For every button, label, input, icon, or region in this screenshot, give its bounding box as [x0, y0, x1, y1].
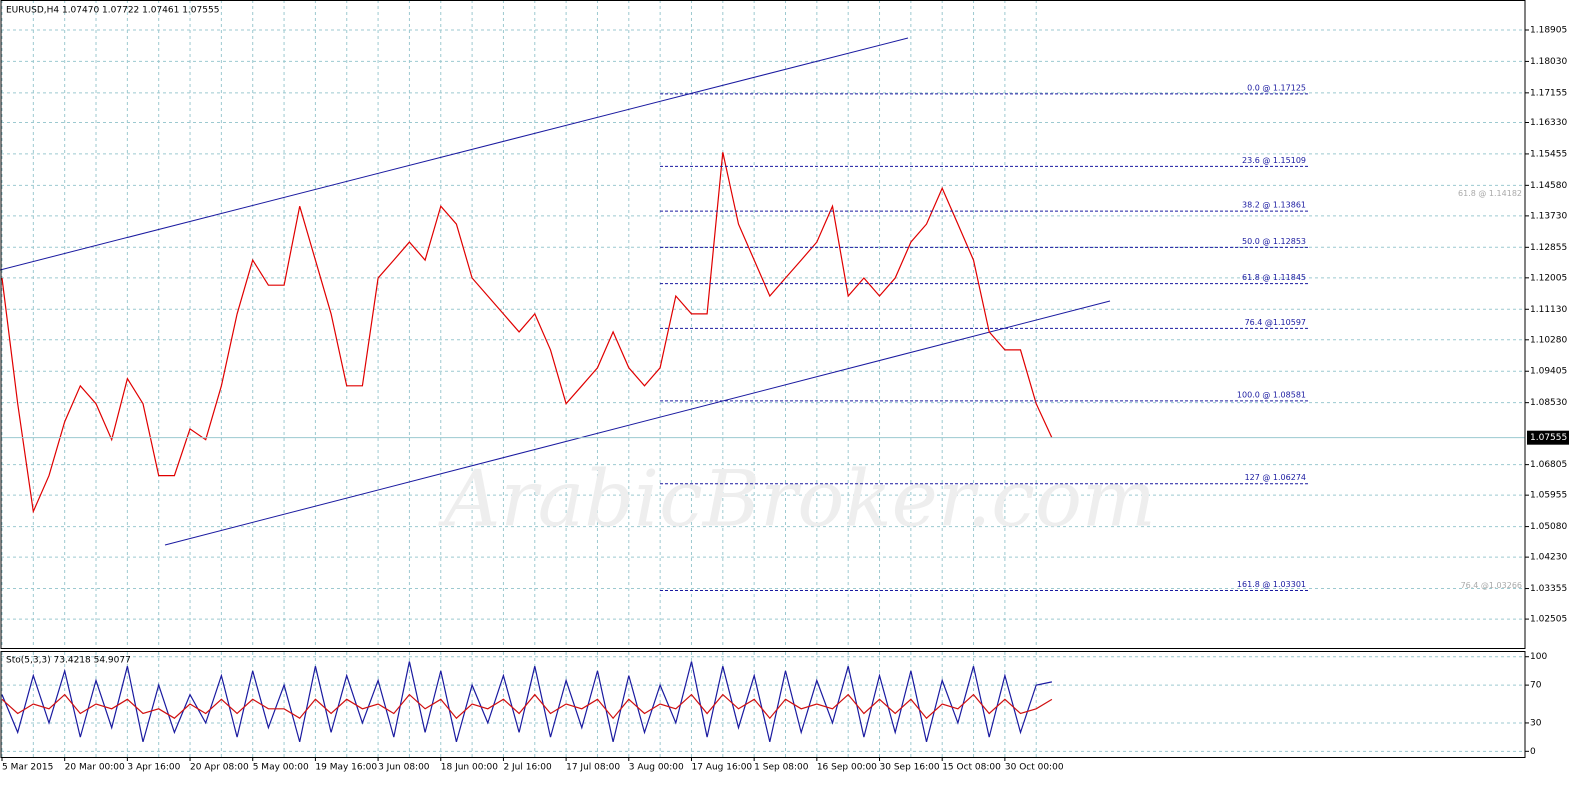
fib-label: 23.6 @ 1.15109 — [1242, 156, 1306, 165]
y-tick-label: 1.05080 — [1530, 522, 1567, 532]
x-tick-label: 3 Apr 16:00 — [127, 763, 180, 773]
y-tick-label: 1.02505 — [1530, 615, 1567, 625]
y-tick-label: 1.18905 — [1530, 25, 1567, 35]
x-tick-label: 3 Jun 08:00 — [378, 763, 430, 773]
series-line — [1, 152, 1053, 514]
x-tick-label: 19 May 16:00 — [315, 763, 377, 773]
x-tick-label: 30 Oct 00:00 — [1005, 763, 1064, 773]
y-tick-label: 100 — [1530, 652, 1547, 662]
y-tick-label: 1.10280 — [1530, 335, 1567, 345]
y-tick-label: 1.03355 — [1530, 584, 1567, 594]
x-tick-label: 18 Jun 00:00 — [441, 763, 498, 773]
y-tick-label: 1.08530 — [1530, 398, 1567, 408]
fib-ghost-label: 61.8 @ 1.14182 — [1458, 189, 1522, 198]
current-price-box — [1527, 430, 1569, 445]
y-tick-label: 1.14580 — [1530, 181, 1567, 191]
y-tick-label: 0 — [1530, 747, 1536, 757]
chart-title: EURUSD,H4 1.07470 1.07722 1.07461 1.0755… — [6, 6, 219, 16]
current-price-label: 1.07555 — [1530, 433, 1567, 443]
fib-label: 0.0 @ 1.17125 — [1247, 83, 1306, 92]
x-tick-label: 15 Oct 08:00 — [942, 763, 1001, 773]
x-tick-label: 30 Sep 16:00 — [880, 763, 940, 773]
price-frame — [0, 0, 1526, 649]
fib-label: 76.4 @1.10597 — [1245, 318, 1306, 327]
sto-frame — [0, 651, 1526, 758]
x-tick-label: 5 Mar 2015 — [2, 763, 53, 773]
y-tick-label: 1.17155 — [1530, 88, 1567, 98]
marks: 0.0 @ 1.17125 23.6 @ 1.15109 38.2 @ 1.1386… — [1, 83, 1525, 743]
fib-label: 127 @ 1.06274 — [1245, 473, 1306, 482]
indicator-title: Sto(5,3,3) 73.4218 54.9077 — [6, 656, 131, 666]
y-tick-label: 1.18030 — [1530, 57, 1567, 67]
y-tick-label: 1.09405 — [1530, 367, 1567, 377]
y-tick-label: 1.13730 — [1530, 211, 1567, 221]
y-tick-label: 1.05955 — [1530, 491, 1567, 501]
x-tick-label: 3 Aug 00:00 — [629, 763, 684, 773]
y-tick-label: 1.16330 — [1530, 118, 1567, 128]
fib-ghost-label: 76.4 @1.03266 — [1461, 581, 1522, 590]
fib-label: 38.2 @ 1.13861 — [1242, 201, 1306, 210]
fib-label: 50.0 @ 1.12853 — [1242, 237, 1306, 246]
y-tick-label: 1.15455 — [1530, 149, 1567, 159]
y-tick-label: 1.11130 — [1530, 305, 1567, 315]
y-tick-label: 1.12855 — [1530, 243, 1567, 253]
y-tick-label: 30 — [1530, 718, 1542, 728]
y-tick-label: 70 — [1530, 681, 1542, 691]
y-tick-label: 1.04230 — [1530, 553, 1567, 563]
series-line — [1, 693, 1053, 720]
x-tick-label: 20 Apr 08:00 — [190, 763, 249, 773]
fib-label: 61.8 @ 1.11845 — [1242, 273, 1306, 282]
x-tick-label: 17 Aug 16:00 — [691, 763, 752, 773]
y-tick-label: 1.06805 — [1530, 460, 1567, 470]
x-tick-label: 17 Jul 08:00 — [566, 763, 620, 773]
y-tick-label: 1.12005 — [1530, 273, 1567, 283]
x-tick-label: 2 Jul 16:00 — [503, 763, 552, 773]
x-tick-label: 1 Sep 08:00 — [754, 763, 809, 773]
fib-label: 100.0 @ 1.08581 — [1237, 390, 1306, 399]
channel-upper — [0, 37, 909, 271]
x-tick-label: 5 May 00:00 — [253, 763, 309, 773]
x-tick-label: 16 Sep 00:00 — [817, 763, 877, 773]
watermark: ArabicBroker.com — [438, 455, 1156, 545]
channel-lower — [164, 300, 1111, 546]
series-line — [1, 661, 1053, 743]
x-tick-label: 20 Mar 00:00 — [65, 763, 125, 773]
fib-label: 161.8 @ 1.03301 — [1237, 580, 1306, 589]
